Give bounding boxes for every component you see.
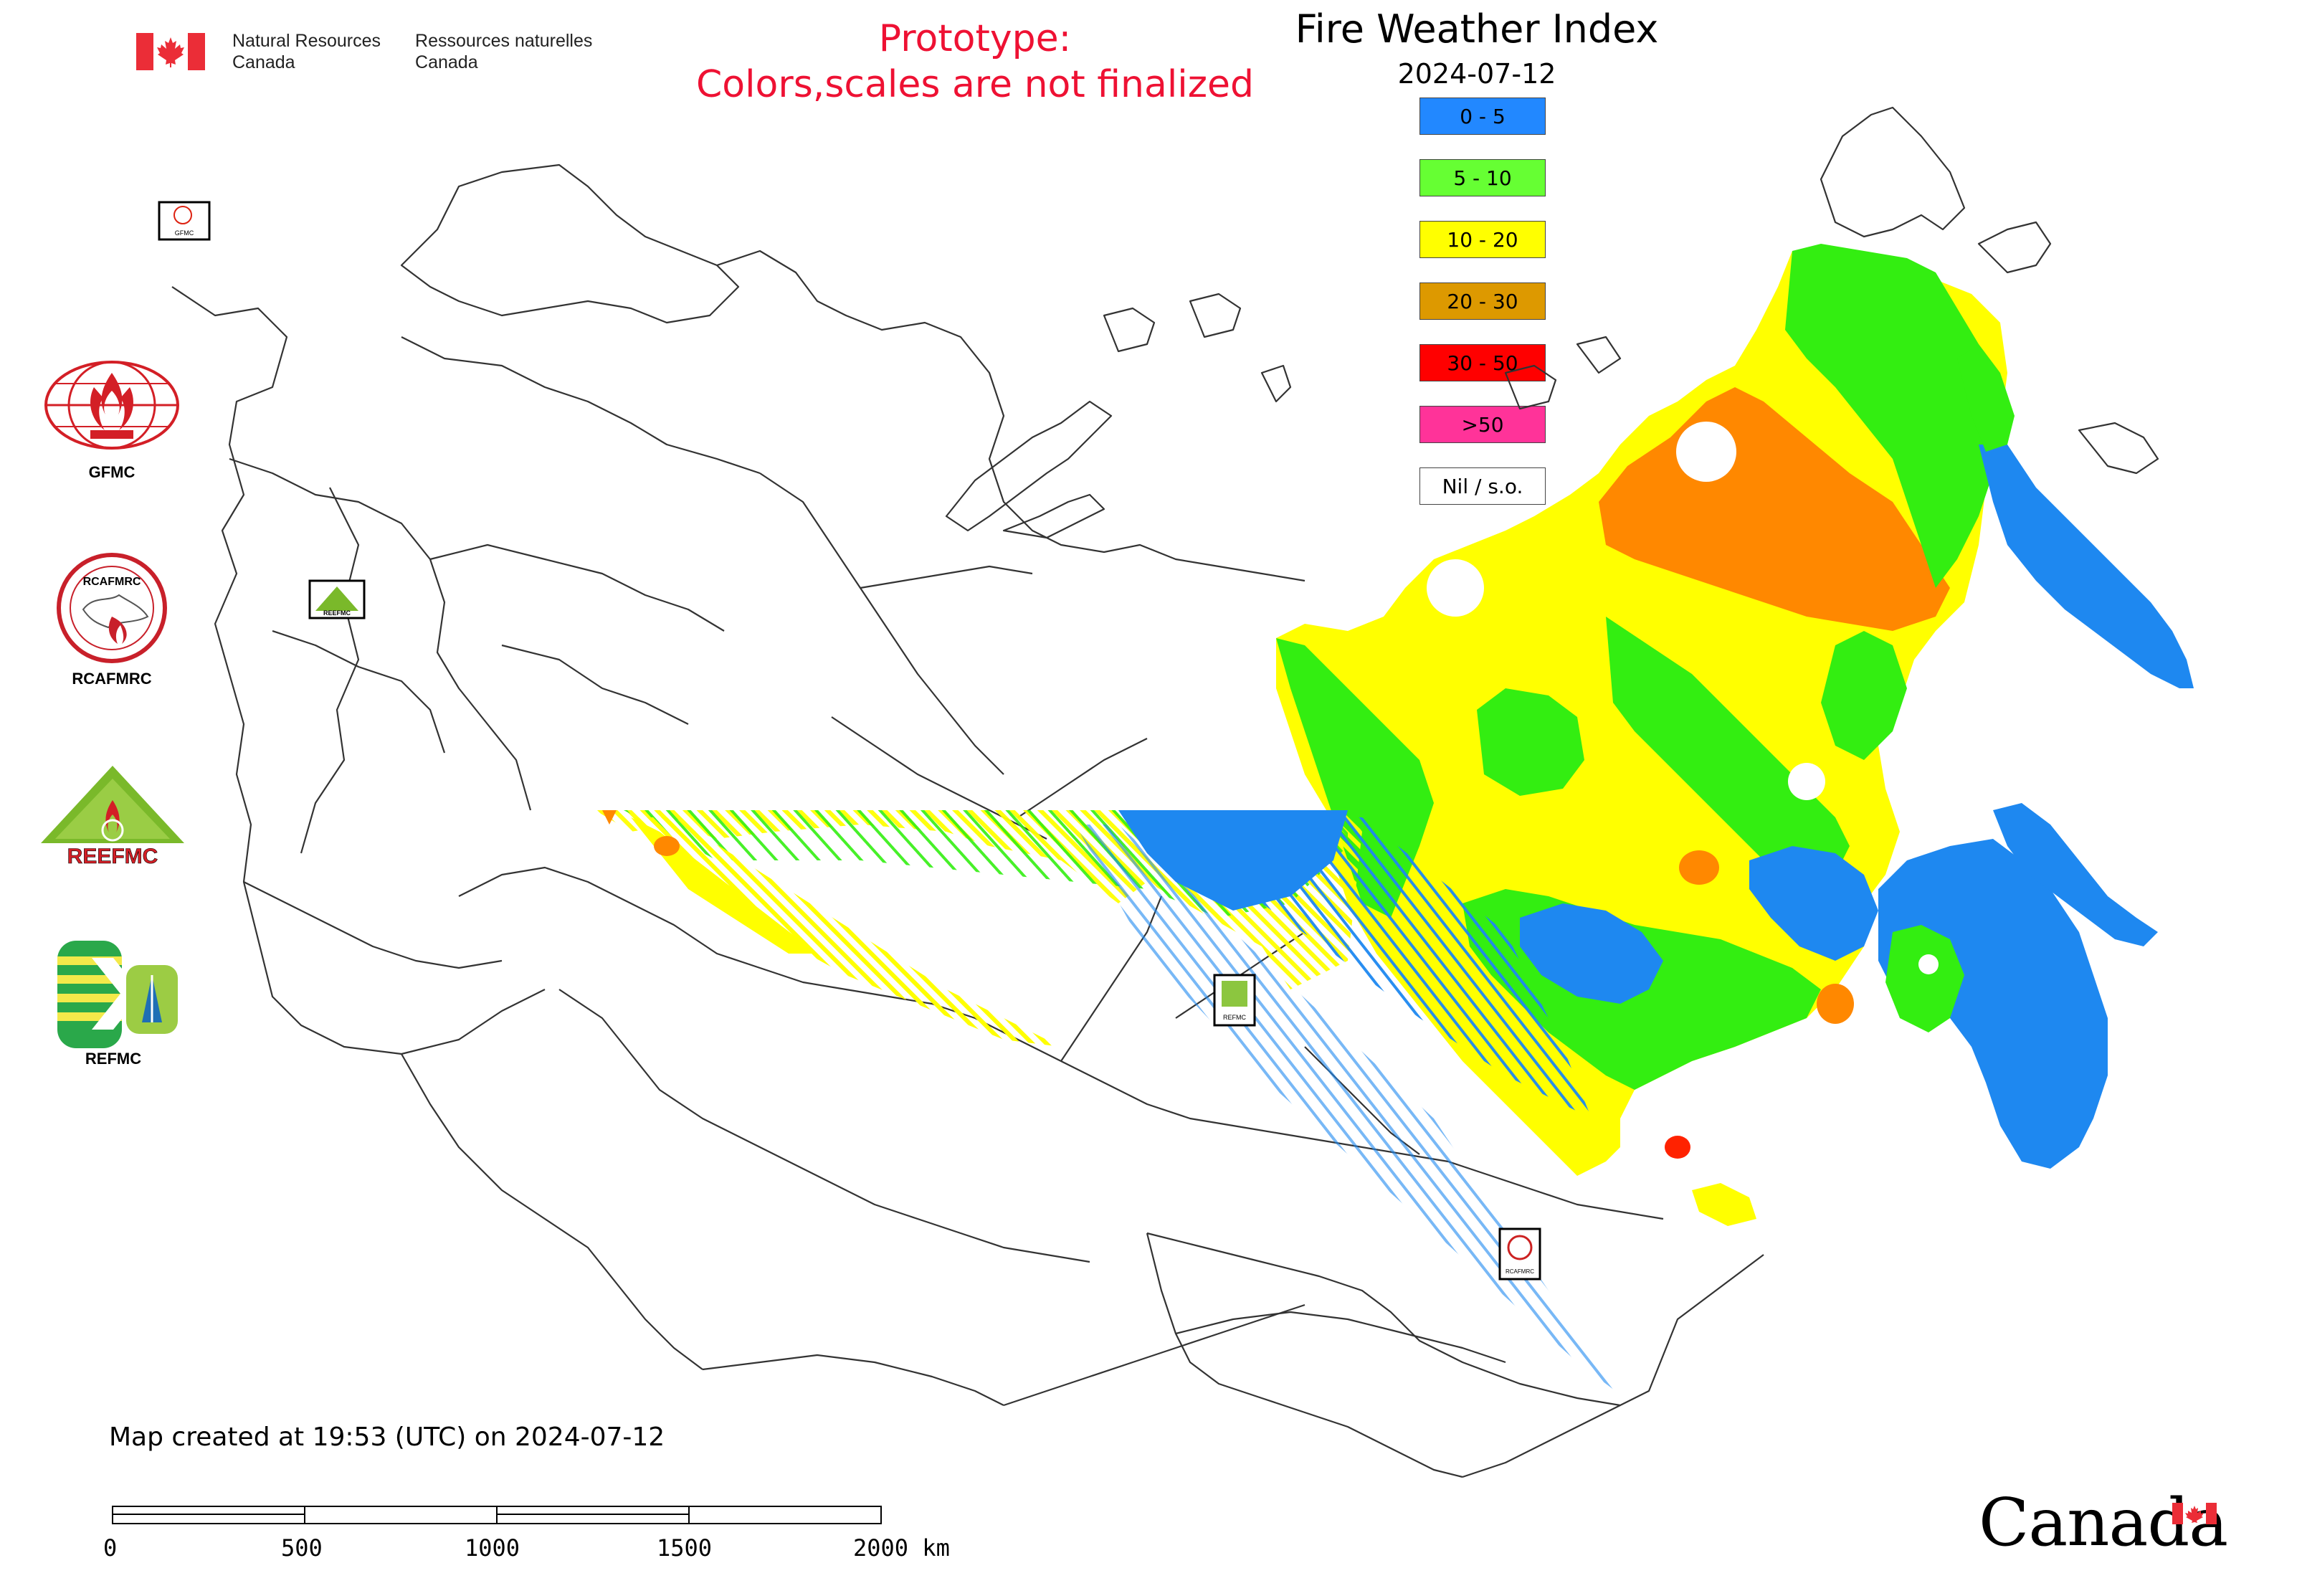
region-boundaries — [171, 106, 2159, 1478]
legend-item: Nil / s.o. — [1419, 467, 1546, 505]
dept-name-fr: Ressources naturelles Canada — [415, 31, 593, 72]
rcafmrc-label: RCAFMRC — [72, 670, 152, 688]
prototype-notice: Prototype: Colors,scales are not finaliz… — [695, 17, 1255, 106]
gfmc-label: GFMC — [88, 463, 135, 481]
svg-text:RCAFMRC: RCAFMRC — [83, 576, 141, 588]
refmc-label: REFMC — [85, 1050, 142, 1068]
legend-item: 0 - 5 — [1419, 98, 1546, 135]
rcafmrc-emblem-icon: RCAFMRC — [57, 553, 167, 663]
scale-label: 1000 — [465, 1534, 520, 1562]
rcafmrc-logo: RCAFMRC RCAFMRC — [40, 552, 184, 688]
canada-wordmark: Canada — [1979, 1484, 2228, 1561]
scale-label: 500 — [281, 1534, 323, 1562]
svg-text:REEFMC: REEFMC — [323, 609, 351, 617]
svg-text:REEFMC: REEFMC — [67, 845, 158, 868]
fwi-raster — [595, 244, 2194, 1405]
reefmc-emblem-icon: REEFMC — [41, 766, 184, 868]
svg-text:RCAFMRC: RCAFMRC — [1506, 1268, 1534, 1275]
nrcan-signature: Natural Resources Canada Ressources natur… — [136, 29, 627, 75]
canada-flag-icon — [2172, 1503, 2217, 1524]
map-marker-reefmc[interactable]: REEFMC — [308, 579, 366, 619]
svg-text:REFMC: REFMC — [1223, 1014, 1246, 1021]
scale-label: 2000 km — [853, 1534, 950, 1562]
scale-bar — [112, 1506, 882, 1524]
legend: 0 - 5 5 - 10 10 - 20 20 - 30 30 - 50 >50… — [1419, 98, 1546, 529]
canada-flag-icon — [136, 33, 205, 70]
scale-label: 1500 — [657, 1534, 713, 1562]
map-date: 2024-07-12 — [1397, 58, 1556, 90]
map-marker-refmc[interactable]: REFMC — [1213, 974, 1256, 1027]
map-title: Fire Weather Index — [1295, 6, 1659, 52]
map-marker-gfmc[interactable]: GFMC — [158, 201, 211, 241]
refmc-emblem-icon — [57, 941, 178, 1048]
legend-item: 30 - 50 — [1419, 344, 1546, 381]
dept-name-en: Natural Resources Canada — [232, 31, 381, 72]
gfmc-emblem-icon — [44, 361, 179, 450]
map-marker-rcafmrc[interactable]: RCAFMRC — [1498, 1227, 1541, 1281]
legend-item: 10 - 20 — [1419, 221, 1546, 258]
svg-text:GFMC: GFMC — [175, 229, 194, 237]
reefmc-logo: REEFMC — [37, 764, 188, 875]
legend-item: >50 — [1419, 406, 1546, 443]
map-created-note: Map created at 19:53 (UTC) on 2024-07-12 — [109, 1422, 665, 1452]
scale-label: 0 — [103, 1534, 118, 1562]
legend-item: 20 - 30 — [1419, 282, 1546, 320]
refmc-logo: REFMC — [42, 936, 185, 1068]
gfmc-logo: GFMC — [40, 358, 184, 482]
legend-item: 5 - 10 — [1419, 159, 1546, 196]
